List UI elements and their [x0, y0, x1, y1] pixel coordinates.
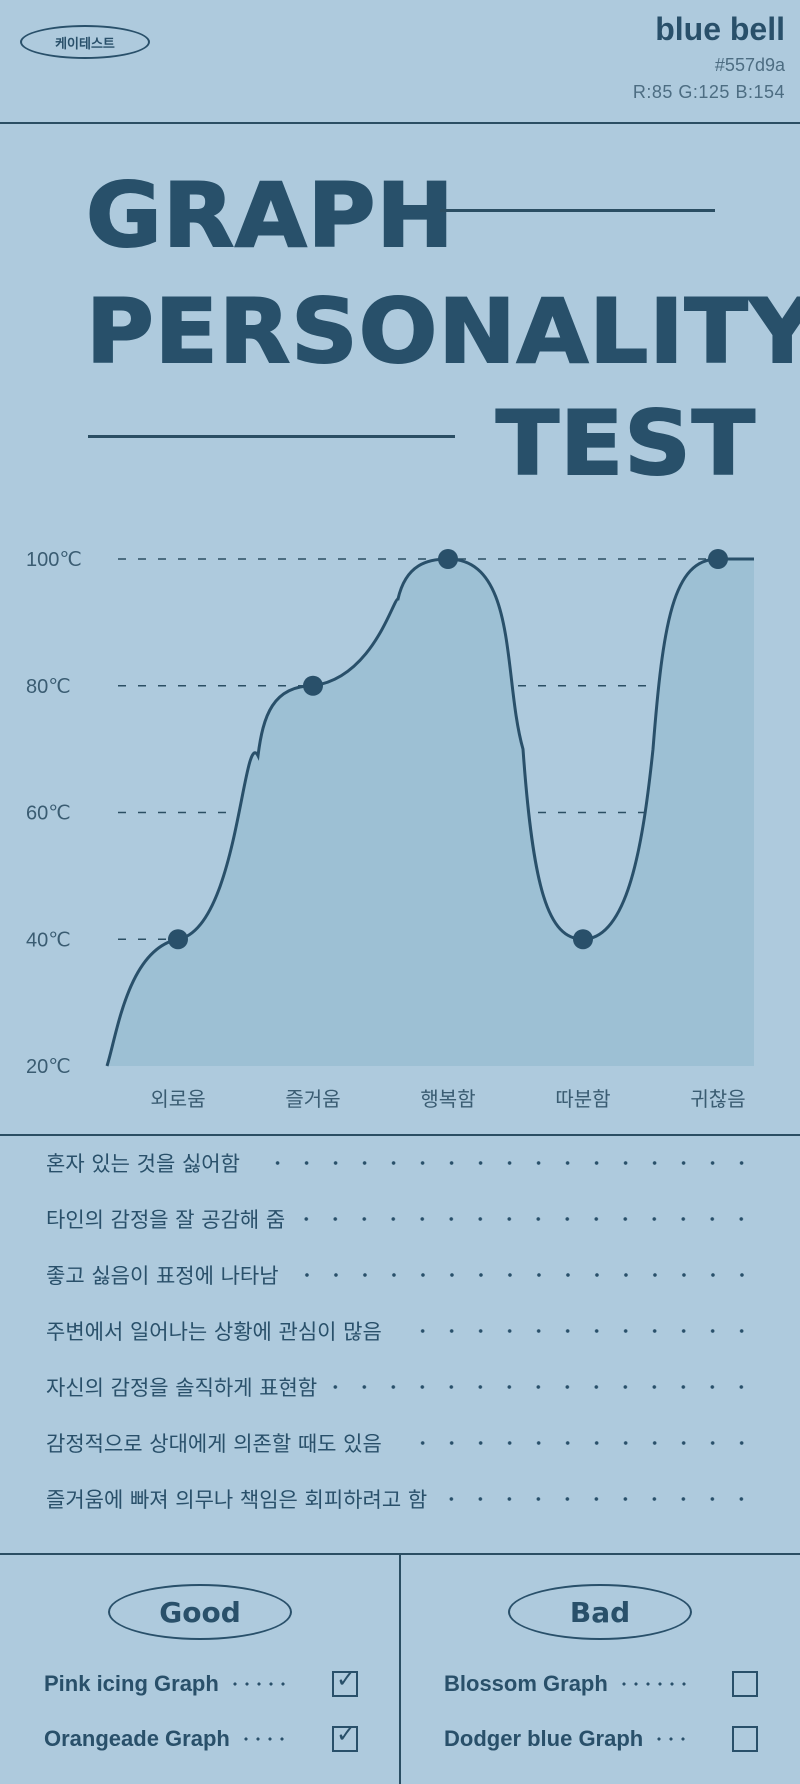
- good-item-label: Orangeade Graph: [44, 1726, 230, 1751]
- title-line-3: TEST: [495, 392, 756, 495]
- data-point: [168, 929, 188, 950]
- check-icon: ✓: [336, 1665, 357, 1693]
- bad-item: Blossom Graph: [444, 1667, 692, 1701]
- dot-leader: [441, 1497, 756, 1501]
- trait-text: 타인의 감정을 잘 공감해 줌: [46, 1208, 286, 1232]
- trait-text: 혼자 있는 것을 싫어함: [46, 1152, 240, 1176]
- checkbox-checked[interactable]: ✓: [332, 1667, 358, 1697]
- y-tick-label: 100℃: [26, 549, 82, 571]
- temperature-chart: 100℃ 80℃ 60℃ 40℃ 20℃ 외로움 즐거움 행복함 따분함 귀찮음: [0, 520, 800, 1120]
- x-tick-label: 따분함: [555, 1087, 610, 1111]
- trait-text: 주변에서 일어나는 상황에 관심이 많음: [46, 1320, 382, 1344]
- y-tick-label: 40℃: [26, 929, 71, 951]
- check-icon: ✓: [336, 1720, 357, 1748]
- dot-leader: [253, 1161, 756, 1165]
- trait-item: 감정적으로 상대에게 의존할 때도 있음: [46, 1423, 756, 1463]
- checkbox-empty[interactable]: [732, 1726, 758, 1752]
- trait-text: 즐거움에 빠져 의무나 책임은 회피하려고 함: [46, 1488, 428, 1512]
- chart-svg: 100℃ 80℃ 60℃ 40℃ 20℃ 외로움 즐거움 행복함 따분함 귀찮음: [26, 549, 754, 1111]
- trait-item: 주변에서 일어나는 상황에 관심이 많음: [46, 1311, 756, 1351]
- dot-leader: [292, 1273, 756, 1277]
- bad-item-label: Blossom Graph: [444, 1671, 608, 1696]
- trait-item: 혼자 있는 것을 싫어함: [46, 1143, 756, 1183]
- color-hex: #557d9a: [714, 55, 785, 76]
- dot-leader: [239, 1737, 290, 1741]
- good-heading: Good: [108, 1584, 292, 1640]
- divider-chart: [0, 1134, 800, 1136]
- bad-heading: Bad: [508, 1584, 692, 1640]
- color-info: blue bell #557d9a R:85 G:125 B:154: [632, 11, 785, 103]
- x-tick-label: 외로움: [150, 1087, 205, 1111]
- checkbox-checked[interactable]: ✓: [332, 1722, 358, 1752]
- x-tick-label: 귀찮음: [690, 1087, 745, 1111]
- good-item: Pink icing Graph: [44, 1667, 291, 1701]
- good-item-label: Pink icing Graph: [44, 1671, 219, 1696]
- trait-text: 좋고 싫음이 표정에 나타남: [46, 1264, 279, 1288]
- dot-leader: [395, 1329, 756, 1333]
- dot-leader: [331, 1385, 756, 1389]
- dot-leader: [299, 1217, 756, 1221]
- bad-item-label: Dodger blue Graph: [444, 1726, 644, 1751]
- category-badge: 케이테스트: [20, 25, 150, 59]
- y-tick-label: 80℃: [26, 676, 71, 698]
- x-tick-label: 행복함: [420, 1087, 475, 1111]
- title-rule-2: [88, 435, 455, 438]
- color-name: blue bell: [655, 11, 785, 47]
- trait-text: 감정적으로 상대에게 의존할 때도 있음: [46, 1432, 382, 1456]
- data-point: [303, 675, 323, 696]
- bad-item: Dodger blue Graph: [444, 1722, 692, 1756]
- column-divider: [399, 1554, 401, 1784]
- data-point: [708, 549, 728, 569]
- title-line-1: GRAPH: [85, 164, 455, 267]
- dot-leader: [228, 1682, 291, 1686]
- dot-leader: [653, 1737, 692, 1741]
- x-tick-label: 즐거움: [285, 1087, 340, 1111]
- title-line-2: PERSONALITY: [85, 280, 800, 383]
- color-rgb: R:85 G:125 B:154: [632, 82, 785, 103]
- dot-leader: [617, 1682, 692, 1686]
- good-item: Orangeade Graph: [44, 1722, 290, 1756]
- trait-item: 타인의 감정을 잘 공감해 줌: [46, 1199, 756, 1239]
- trait-item: 자신의 감정을 솔직하게 표현함: [46, 1367, 756, 1407]
- title-rule-1: [440, 209, 715, 212]
- data-point: [573, 929, 593, 950]
- trait-text: 자신의 감정을 솔직하게 표현함: [46, 1376, 318, 1400]
- trait-item: 좋고 싫음이 표정에 나타남: [46, 1255, 756, 1295]
- y-tick-label: 20℃: [26, 1056, 71, 1078]
- y-tick-label: 60℃: [26, 803, 71, 825]
- checkbox-empty[interactable]: [732, 1671, 758, 1697]
- trait-item: 즐거움에 빠져 의무나 책임은 회피하려고 함: [46, 1479, 756, 1519]
- header: 케이테스트 blue bell #557d9a R:85 G:125 B:154: [0, 0, 800, 124]
- dot-leader: [395, 1441, 756, 1445]
- data-point: [438, 549, 458, 569]
